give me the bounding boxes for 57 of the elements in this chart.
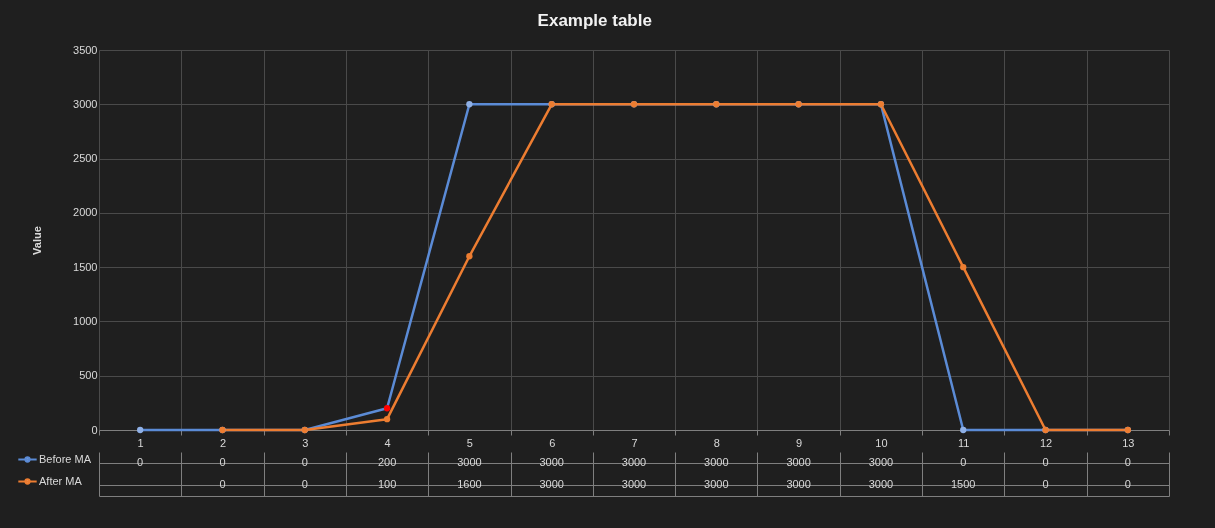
data-label: 3000: [621, 478, 647, 490]
point: [383, 415, 391, 423]
x-tick-label: 5: [466, 436, 473, 449]
x-tick-label: 9: [796, 436, 803, 449]
chart-title: Example table: [537, 11, 652, 30]
data-label: 3000: [704, 478, 729, 490]
data-label: 0: [1042, 456, 1049, 468]
y-axis-title: Value: [31, 226, 44, 255]
data-label: 0: [219, 456, 226, 468]
x-tick-label: 10: [875, 436, 888, 449]
data-label: 0: [301, 456, 308, 468]
point: [960, 426, 967, 434]
y-tick-label: 1000: [73, 314, 98, 327]
data-label: 3000: [621, 456, 647, 468]
data-label: 0: [301, 478, 308, 490]
data-label: 100: [377, 478, 397, 490]
data-label: 3000: [457, 456, 482, 468]
data-label: 200: [377, 456, 397, 468]
y-tick-label: 0: [91, 423, 98, 436]
data-label: 0: [1124, 478, 1131, 490]
x-tick-label: 12: [1039, 436, 1053, 449]
data-label: 1500: [950, 478, 976, 490]
y-tick-label: 2000: [73, 206, 98, 219]
x-tick-label: 3: [302, 436, 309, 449]
point: [466, 101, 473, 108]
data-label: 3000: [539, 478, 564, 490]
y-tick-label: 1500: [73, 260, 98, 273]
x-tick-label: 8: [713, 436, 720, 449]
x-tick-label: 6: [549, 436, 556, 449]
data-label: 0: [1042, 478, 1049, 490]
data-label: 3000: [704, 456, 729, 468]
data-label: 1600: [457, 478, 482, 490]
y-tick-label: 3500: [73, 43, 98, 56]
point: [136, 426, 144, 434]
x-tick-label: 11: [958, 436, 970, 449]
data-label: 3000: [539, 456, 564, 468]
x-tick-label: 4: [384, 436, 391, 449]
data-label: 3000: [868, 478, 894, 490]
data-label: 0: [219, 478, 226, 490]
x-tick-label: 2: [219, 436, 227, 449]
point: [383, 405, 391, 412]
data-label: 3000: [786, 456, 811, 468]
data-label: 0: [1124, 456, 1131, 468]
data-label: 0: [960, 456, 967, 468]
point: [960, 263, 967, 271]
y-tick-label: 2500: [73, 152, 98, 165]
y-tick-label: 3000: [73, 97, 98, 110]
legend-label: After MA: [39, 474, 83, 487]
point: [466, 253, 473, 260]
data-label: 3000: [786, 478, 811, 490]
data-label: 0: [137, 456, 144, 468]
x-tick-label: 7: [631, 436, 638, 449]
x-tick-label: 13: [1122, 436, 1135, 449]
x-tick-label: 1: [137, 436, 144, 449]
data-label: 3000: [868, 456, 894, 468]
y-tick-label: 500: [79, 369, 98, 382]
legend-label: Before MA: [39, 452, 92, 465]
